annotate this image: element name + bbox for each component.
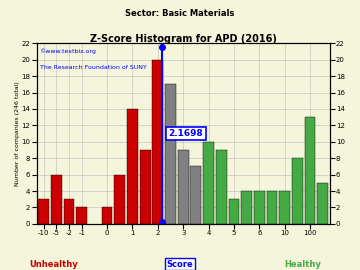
Bar bbox=[241, 191, 252, 224]
Bar bbox=[279, 191, 290, 224]
Text: Sector: Basic Materials: Sector: Basic Materials bbox=[125, 9, 235, 18]
Title: Z-Score Histogram for APD (2016): Z-Score Histogram for APD (2016) bbox=[90, 34, 276, 44]
Bar bbox=[305, 117, 315, 224]
Bar bbox=[292, 158, 303, 224]
Bar bbox=[318, 183, 328, 224]
Bar bbox=[229, 199, 239, 224]
Text: The Research Foundation of SUNY: The Research Foundation of SUNY bbox=[40, 65, 147, 70]
Y-axis label: Number of companies (246 total): Number of companies (246 total) bbox=[15, 81, 20, 186]
Bar bbox=[267, 191, 278, 224]
Bar bbox=[165, 84, 176, 224]
Bar bbox=[64, 199, 75, 224]
Bar bbox=[190, 166, 201, 224]
Text: Score: Score bbox=[167, 260, 193, 269]
Bar bbox=[178, 150, 189, 224]
Bar bbox=[51, 175, 62, 224]
Bar bbox=[140, 150, 150, 224]
Text: Healthy: Healthy bbox=[284, 260, 321, 269]
Text: ©www.textbiz.org: ©www.textbiz.org bbox=[40, 49, 96, 54]
Bar bbox=[152, 60, 163, 224]
Bar bbox=[203, 142, 214, 224]
Bar bbox=[38, 199, 49, 224]
Bar bbox=[127, 109, 138, 224]
Text: 2.1698: 2.1698 bbox=[168, 129, 203, 138]
Bar bbox=[216, 150, 227, 224]
Bar bbox=[102, 207, 112, 224]
Bar bbox=[114, 175, 125, 224]
Bar bbox=[76, 207, 87, 224]
Text: Unhealthy: Unhealthy bbox=[30, 260, 78, 269]
Bar bbox=[254, 191, 265, 224]
